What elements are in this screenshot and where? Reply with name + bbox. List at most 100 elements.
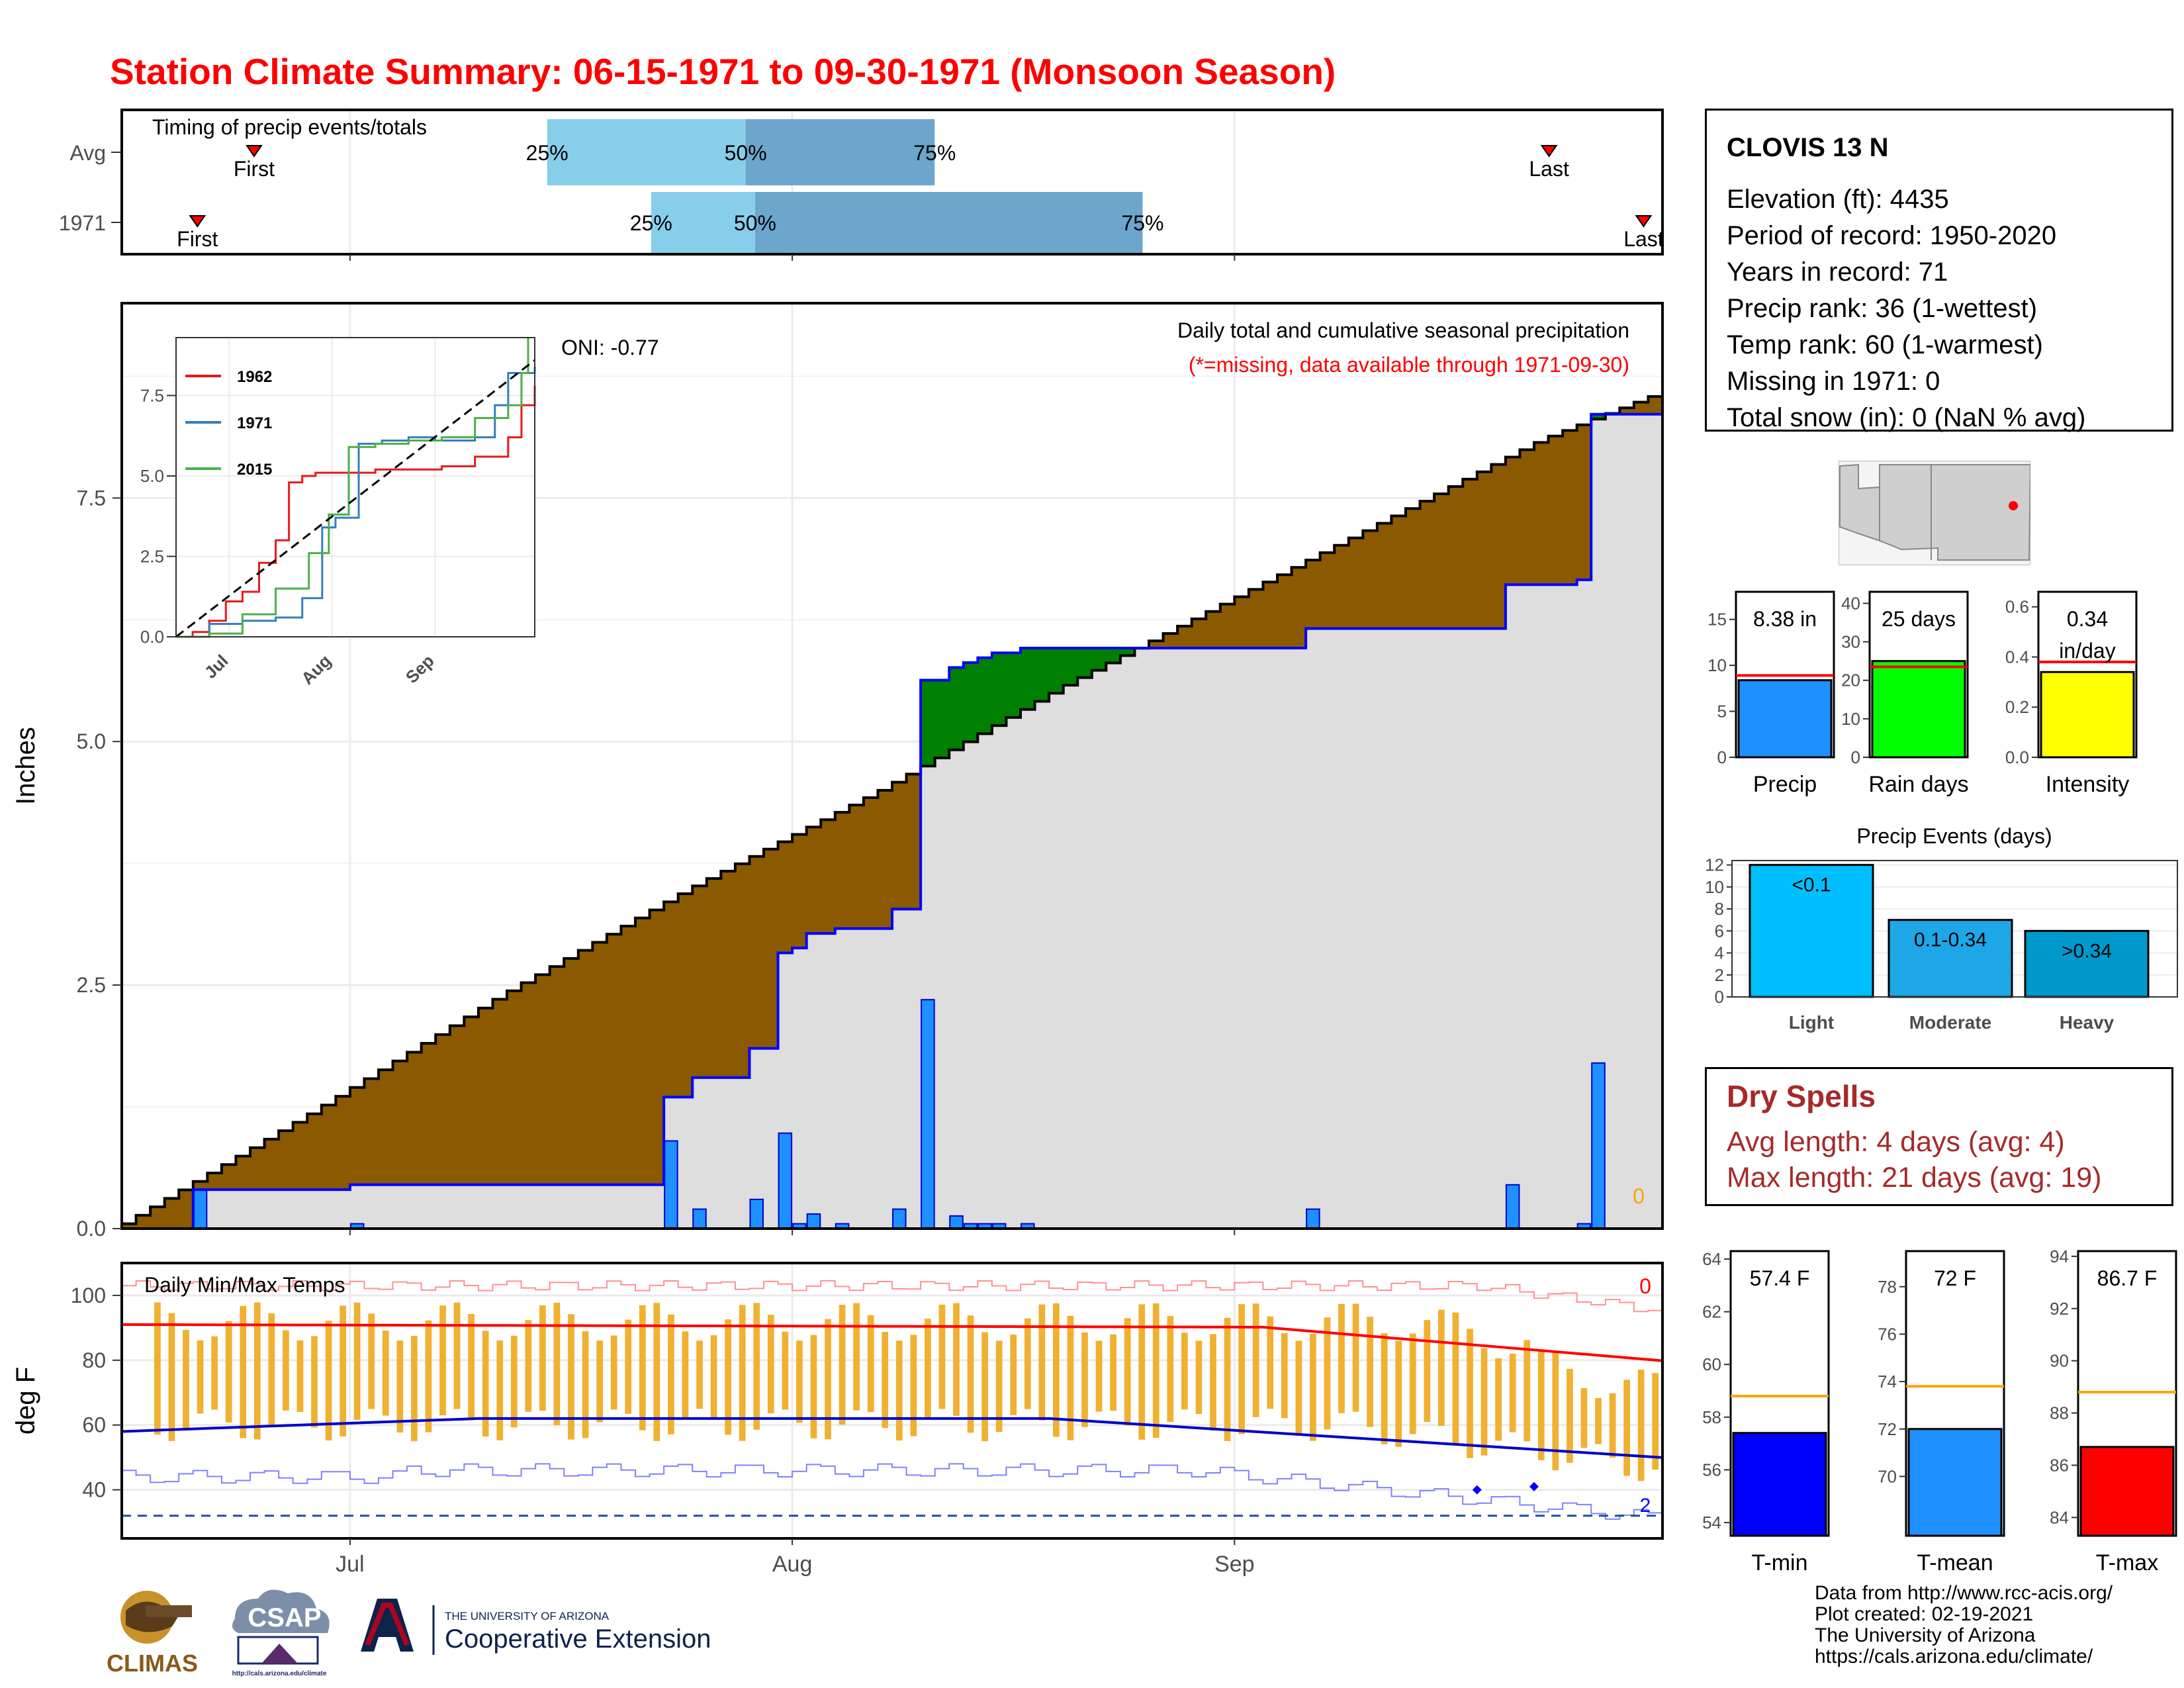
cumulative-base xyxy=(735,1077,750,1229)
cumulative-base xyxy=(1619,414,1635,1229)
deficit-area xyxy=(407,1052,422,1185)
precip-missing-count: 0 xyxy=(1633,1184,1645,1208)
deficit-area xyxy=(1377,523,1392,629)
summary-ytick-label: 40 xyxy=(1841,593,1860,613)
cumulative-base xyxy=(1377,628,1392,1229)
daily-temp-bar xyxy=(1152,1303,1160,1438)
cumulative-base xyxy=(464,1184,479,1229)
deficit-area xyxy=(392,1060,408,1185)
daily-precip-bar xyxy=(806,1213,821,1229)
surplus-area xyxy=(991,653,1007,726)
deficit-area xyxy=(764,849,779,1049)
ua-small-text: THE UNIVERSITY OF ARIZONA xyxy=(445,1610,610,1622)
daily-temp-bar xyxy=(1352,1303,1359,1412)
inset-legend-label: 2015 xyxy=(237,461,272,479)
cumulative-base xyxy=(849,928,864,1229)
events-bar xyxy=(2024,929,2150,998)
deficit-area xyxy=(1206,611,1221,648)
daily-precip-bar xyxy=(692,1208,707,1230)
daily-temp-bar xyxy=(1267,1316,1274,1409)
cumulative-base xyxy=(1106,663,1121,1229)
daily-temp-bar xyxy=(1609,1393,1616,1458)
deficit-area xyxy=(721,871,736,1078)
temp-missing-top: 0 xyxy=(1639,1274,1651,1298)
summary-bar-label: T-min xyxy=(1752,1550,1808,1575)
summary-bar-value xyxy=(1871,660,1966,759)
summary-ytick-label: 20 xyxy=(1841,671,1860,690)
surplus-area xyxy=(934,680,950,759)
surplus-area xyxy=(1591,414,1606,420)
events-bar-label: Moderate xyxy=(1909,1012,1991,1033)
precip-plot-border xyxy=(120,302,1664,1230)
daily-temp-bar xyxy=(1295,1340,1302,1435)
summary-bar-value xyxy=(2079,1446,2175,1537)
inset-plot-bg xyxy=(175,337,535,637)
inset-legend-label: 1962 xyxy=(237,368,272,386)
daily-temp-bar xyxy=(1210,1334,1216,1431)
daily-temp-bar xyxy=(1024,1318,1031,1409)
deficit-area xyxy=(1534,442,1549,585)
deficit-area xyxy=(379,1070,394,1185)
summary-value-label: 57.4 F xyxy=(1750,1266,1810,1290)
summary-bar-label: Rain days xyxy=(1868,772,1968,797)
cumulative-base xyxy=(1191,647,1206,1229)
daily-temp-bar xyxy=(168,1313,175,1441)
csap-url: http://cals.arizona.edu/climate xyxy=(232,1670,327,1677)
timing-q75-label: 75% xyxy=(1121,211,1163,235)
daily-precip-bar xyxy=(1505,1184,1520,1229)
surplus-area xyxy=(1021,647,1036,710)
summary-ytick-label: 86 xyxy=(2050,1455,2069,1475)
main-plots: 25% 50% 75% First Last Avg 25% 50% 75% First Last 1… xyxy=(11,109,1694,1577)
cumulative-base xyxy=(1177,647,1193,1229)
summary-ytick-label: 30 xyxy=(1841,632,1860,652)
daily-temp-bar xyxy=(1424,1320,1431,1423)
deficit-area xyxy=(1348,538,1363,629)
temp-clip xyxy=(1664,1262,1694,1540)
deficit-area xyxy=(1491,464,1506,629)
events-bar-value: >0.34 xyxy=(2062,940,2112,962)
temp-ylabel: deg F xyxy=(11,1367,40,1434)
deficit-area xyxy=(1477,471,1492,629)
daily-temp-bar xyxy=(439,1305,446,1416)
inset-series-line xyxy=(176,385,536,638)
deficit-area xyxy=(307,1113,322,1190)
daily-temp-bar xyxy=(625,1319,632,1414)
cumulative-base xyxy=(592,1184,608,1229)
cumulative-base xyxy=(906,909,921,1229)
dry-spells-title: Dry Spells xyxy=(1727,1079,1876,1113)
climas-text: CLIMAS xyxy=(107,1650,198,1677)
first-label: First xyxy=(177,227,218,251)
daily-temp-bar xyxy=(1281,1333,1288,1419)
daily-temp-bar xyxy=(1181,1333,1188,1410)
daily-temp-bar xyxy=(895,1340,903,1441)
cumulative-base xyxy=(1291,647,1306,1229)
summary-ytick-label: 62 xyxy=(1702,1302,1721,1322)
summary-ytick-label: 72 xyxy=(1878,1419,1897,1439)
cumulative-1971-line xyxy=(122,408,1677,1230)
summary-bar-value xyxy=(1737,679,1833,759)
timing-clip xyxy=(1664,109,1694,256)
events-bar-label: Heavy xyxy=(2060,1012,2115,1033)
summary-value-label: 86.7 F xyxy=(2097,1266,2158,1290)
cumulative-base xyxy=(564,1184,579,1229)
deficit-area xyxy=(792,834,807,949)
daily-temp-bar xyxy=(1580,1388,1588,1448)
temp-ytick-label: 80 xyxy=(82,1348,106,1372)
dry-spells-max: Max length: 21 days (avg: 19) xyxy=(1727,1162,2102,1194)
daily-temp-bar xyxy=(425,1320,432,1432)
cumulative-base xyxy=(507,1184,522,1229)
deficit-area xyxy=(236,1156,251,1190)
daily-temp-bar xyxy=(368,1313,375,1409)
deficit-area xyxy=(164,1198,179,1229)
surplus-area xyxy=(1120,647,1135,656)
daily-temp-bar xyxy=(1595,1398,1602,1444)
summary-bar-label: Precip xyxy=(1753,772,1817,797)
deficit-area xyxy=(1277,575,1293,648)
daily-temp-bar xyxy=(1038,1304,1046,1421)
cumulative-base xyxy=(1206,647,1221,1229)
daily-temp-bar xyxy=(1081,1332,1088,1427)
cumulative-base xyxy=(1348,628,1363,1229)
deficit-area xyxy=(1363,530,1378,629)
first-label: First xyxy=(234,157,275,181)
deficit-area xyxy=(336,1096,351,1190)
